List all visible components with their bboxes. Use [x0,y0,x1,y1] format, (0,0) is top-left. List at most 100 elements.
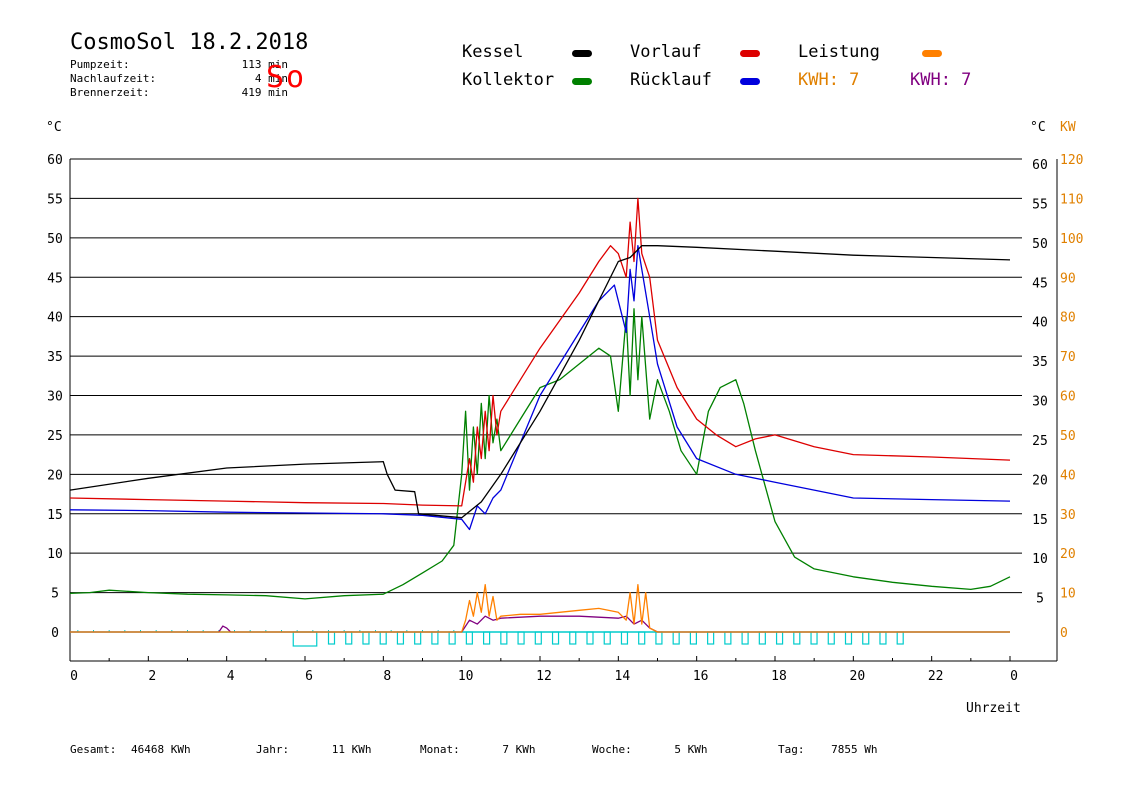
pump-marker [534,631,542,645]
y-tick-label-kw: 0 [1060,626,1068,641]
footer-jahr: Jahr: 11 KWh [256,743,372,756]
y-tick-label-left: 35 [47,350,63,365]
x-tick-label: 6 [305,669,313,684]
pump-marker [431,631,439,645]
legend-swatch-vorlauf [740,50,760,57]
pump-marker [448,631,456,645]
y-tick-label-left: 30 [47,390,63,405]
x-tick-label: 4 [227,669,235,684]
pump-marker [879,631,887,645]
stat-value: 4 min [254,72,288,85]
x-tick-label: 8 [383,669,391,684]
stat-nachlaufzeit: Nachlaufzeit: 4 min [70,72,288,85]
pump-marker [379,631,387,645]
footer-gesamt: Gesamt: 46468 KWh [70,743,191,756]
pump-marker [345,631,353,645]
footer-label: Gesamt: [70,743,117,756]
pump-marker [517,631,525,645]
chart-title: CosmoSol 18.2.2018 [70,30,309,55]
right-axis-unit: °C [1030,120,1046,135]
y-tick-label-right: 60 [1032,158,1048,173]
pump-marker [603,631,611,645]
pump-marker [569,631,577,645]
x-tick-label: 22 [928,669,944,684]
footer-label: Tag: [778,743,805,756]
x-tick-label: 18 [771,669,787,684]
x-tick-label: 10 [458,669,474,684]
pump-marker [292,631,318,647]
series-line-leistung-2 [70,615,1010,633]
y-tick-label-left: 55 [47,192,63,207]
y-tick-label-kw: 40 [1060,468,1076,483]
pump-marker [844,631,853,645]
pump-marker [896,631,904,645]
y-tick-label-left: 45 [47,271,63,286]
y-tick-label-left: 0 [51,626,59,641]
x-tick-label: 20 [850,669,866,684]
pump-marker [827,631,835,645]
y-tick-label-kw: 100 [1060,232,1083,247]
y-tick-label-kw: 30 [1060,508,1076,523]
y-tick-label-left: 5 [51,587,59,602]
y-tick-label-right: 50 [1032,237,1048,252]
y-tick-label-kw: 10 [1060,587,1076,602]
y-tick-label-right: 10 [1032,552,1048,567]
y-tick-label-right: 45 [1032,276,1048,291]
legend-label: Vorlauf [630,42,702,62]
y-tick-label-kw: 70 [1060,350,1076,365]
footer-label: Monat: [420,743,460,756]
x-tick-label: 0 [1010,669,1018,684]
footer-monat: Monat: 7 KWh [420,743,536,756]
pump-marker [672,631,680,645]
legend-swatch-leistung [922,50,942,57]
y-tick-label-right: 30 [1032,395,1048,410]
pump-marker [655,631,663,645]
stat-label: Nachlaufzeit: [70,72,157,85]
pump-marker [620,631,629,645]
stat-label: Brennerzeit: [70,86,150,99]
series-line-r-cklauf [69,245,1011,531]
x-tick-label: 14 [615,669,631,684]
y-tick-label-left: 40 [47,311,63,326]
footer-value: 5 KWh [674,743,708,756]
y-tick-label-kw: 110 [1060,192,1083,207]
pump-marker [414,631,422,645]
y-tick-label-kw: 80 [1060,311,1076,326]
series-line-leistung [70,584,1010,633]
stat-label: Pumpzeit: [70,58,130,71]
legend-kwh-2: KWH: 7 [910,70,972,90]
pump-marker [793,631,801,645]
y-tick-label-left: 25 [47,429,63,444]
legend-swatch-kollektor [572,78,592,85]
y-tick-label-right: 5 [1036,592,1044,607]
pump-marker [483,631,491,645]
stat-value: 419 min [241,86,288,99]
footer-value: 11 KWh [331,743,372,756]
footer-tag: Tag: 7855 Wh [778,743,877,756]
pump-marker [775,631,784,645]
right-axis-unit-kw: KW [1060,120,1076,135]
y-tick-label-left: 50 [47,232,63,247]
y-tick-label-kw: 50 [1060,429,1076,444]
legend-label: Kollektor [462,70,555,90]
y-tick-label-kw: 120 [1060,153,1083,168]
legend-kwh-1: KWH: 7 [798,70,860,90]
legend-vorlauf: Vorlauf [630,42,702,62]
y-tick-label-left: 10 [47,547,63,562]
pump-marker [758,631,766,645]
legend-leistung: Leistung [798,42,880,62]
stat-pumpzeit: Pumpzeit: 113 min [70,58,288,71]
footer-value: 7 KWh [502,743,536,756]
y-tick-label-right: 20 [1032,473,1048,488]
legend-label: Rücklauf [630,70,712,90]
pump-marker [327,631,336,645]
x-tick-label: 0 [70,669,78,684]
pump-marker [638,631,646,645]
x-tick-label: 2 [148,669,156,684]
x-tick-label: 16 [693,669,709,684]
pump-marker [707,631,715,645]
pump-marker [500,631,508,645]
footer-woche: Woche: 5 KWh [592,743,708,756]
y-tick-label-right: 15 [1032,513,1048,528]
